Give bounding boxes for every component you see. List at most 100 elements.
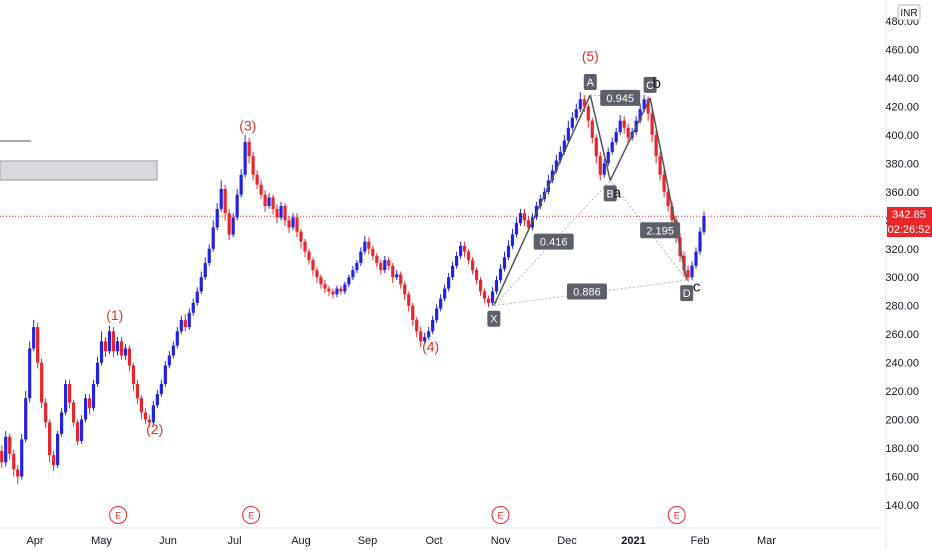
candle-body — [219, 188, 223, 209]
candle-body — [335, 288, 339, 295]
wave-label: (1) — [106, 307, 123, 323]
candle — [271, 194, 275, 215]
candle — [175, 327, 179, 349]
candle-body — [526, 220, 531, 228]
candle-body — [319, 277, 323, 285]
candle-body — [419, 331, 423, 342]
candle-body — [207, 248, 211, 263]
price-tick-label: 260.00 — [885, 329, 919, 341]
candle — [283, 203, 287, 226]
candle — [387, 257, 391, 271]
candle-body — [455, 255, 459, 266]
candle — [295, 213, 299, 238]
earnings-event-marker[interactable]: E — [667, 506, 686, 524]
candle — [48, 419, 52, 463]
candle-body — [4, 436, 8, 463]
candle — [251, 151, 255, 181]
candle-body — [698, 231, 702, 252]
harmonic-ratio-label[interactable]: 0.945 — [600, 89, 641, 106]
candle-body — [263, 194, 267, 207]
candle-body — [562, 140, 566, 152]
candle-body — [275, 208, 279, 218]
candle-body — [558, 151, 562, 161]
candle — [239, 169, 243, 198]
candle — [319, 274, 323, 289]
candle-body — [79, 419, 84, 441]
candle-body — [311, 260, 315, 271]
candle-body — [506, 245, 511, 258]
candle-body — [399, 274, 403, 285]
candle-body — [91, 384, 96, 409]
candle-body — [119, 341, 124, 356]
candle-body — [315, 270, 319, 278]
candle — [16, 465, 20, 484]
candle-body — [103, 341, 108, 352]
candle-body — [231, 217, 235, 235]
candle — [119, 337, 124, 360]
candle — [383, 255, 387, 273]
candle-body — [490, 291, 495, 303]
candle — [199, 271, 203, 295]
harmonic-pattern-layer: X A B C D 0.416 0.945 2.195 0.886 — [487, 74, 694, 327]
candle-body — [451, 265, 455, 278]
candle — [167, 351, 171, 369]
harmonic-point-d[interactable]: D — [680, 285, 694, 302]
candle-body — [24, 398, 28, 440]
candle — [602, 159, 606, 178]
candle-body — [287, 220, 291, 228]
earnings-event-marker[interactable]: E — [491, 506, 510, 524]
candle-body — [52, 455, 56, 466]
price-tick-label: 160.00 — [885, 472, 919, 484]
candle — [8, 433, 12, 460]
harmonic-point-a[interactable]: A — [583, 74, 597, 91]
harmonic-point-b[interactable]: B — [603, 185, 617, 202]
candle-body — [147, 419, 151, 423]
candle — [247, 137, 251, 164]
candle-body — [56, 433, 60, 466]
harmonic-point-x[interactable]: X — [487, 310, 501, 327]
candle — [566, 120, 570, 144]
earnings-event-marker[interactable]: E — [242, 506, 261, 524]
candle — [263, 190, 267, 212]
candle — [227, 208, 231, 241]
candle-body — [32, 327, 36, 349]
candle-body — [522, 213, 527, 221]
svg-text:C: C — [646, 80, 654, 92]
candle-body — [83, 398, 88, 420]
candle-body — [622, 120, 626, 128]
candle — [618, 114, 622, 135]
candle-body — [602, 163, 606, 175]
candle-body — [291, 217, 295, 228]
harmonic-ratio-label[interactable]: 2.195 — [640, 222, 681, 239]
candle — [455, 251, 459, 269]
candle-body — [427, 331, 431, 338]
candle — [614, 127, 618, 145]
candle-body — [0, 450, 4, 463]
candle-body — [470, 260, 475, 271]
candle — [654, 130, 658, 164]
drawing-tool-object[interactable] — [0, 140, 158, 181]
candle — [12, 449, 16, 477]
harmonic-point-c[interactable]: C — [643, 76, 657, 93]
candle — [0, 445, 4, 468]
price-axis[interactable]: 140.00 160.00 180.00 200.00 220.00 240.00 260.… — [885, 0, 932, 550]
harmonic-ratio-label[interactable]: 0.416 — [533, 233, 574, 250]
candle — [363, 235, 367, 255]
price-tick-label: 220.00 — [885, 386, 919, 398]
candle — [574, 103, 578, 121]
candle-countdown-label: 02:26:52 — [888, 224, 931, 236]
harmonic-ratio-label[interactable]: 0.886 — [566, 283, 607, 300]
candle-body — [60, 412, 64, 434]
candle-body — [351, 270, 355, 278]
earnings-event-marker[interactable]: E — [109, 506, 128, 524]
time-axis[interactable]: Apr May Jun Jul Aug Sep Oct Nov Dec 2021 Feb Mar — [0, 527, 886, 547]
candle — [474, 267, 479, 285]
candle-body — [159, 384, 163, 394]
candle — [275, 204, 279, 224]
candle — [395, 270, 399, 281]
candle — [419, 327, 423, 347]
candle-body — [343, 284, 347, 292]
